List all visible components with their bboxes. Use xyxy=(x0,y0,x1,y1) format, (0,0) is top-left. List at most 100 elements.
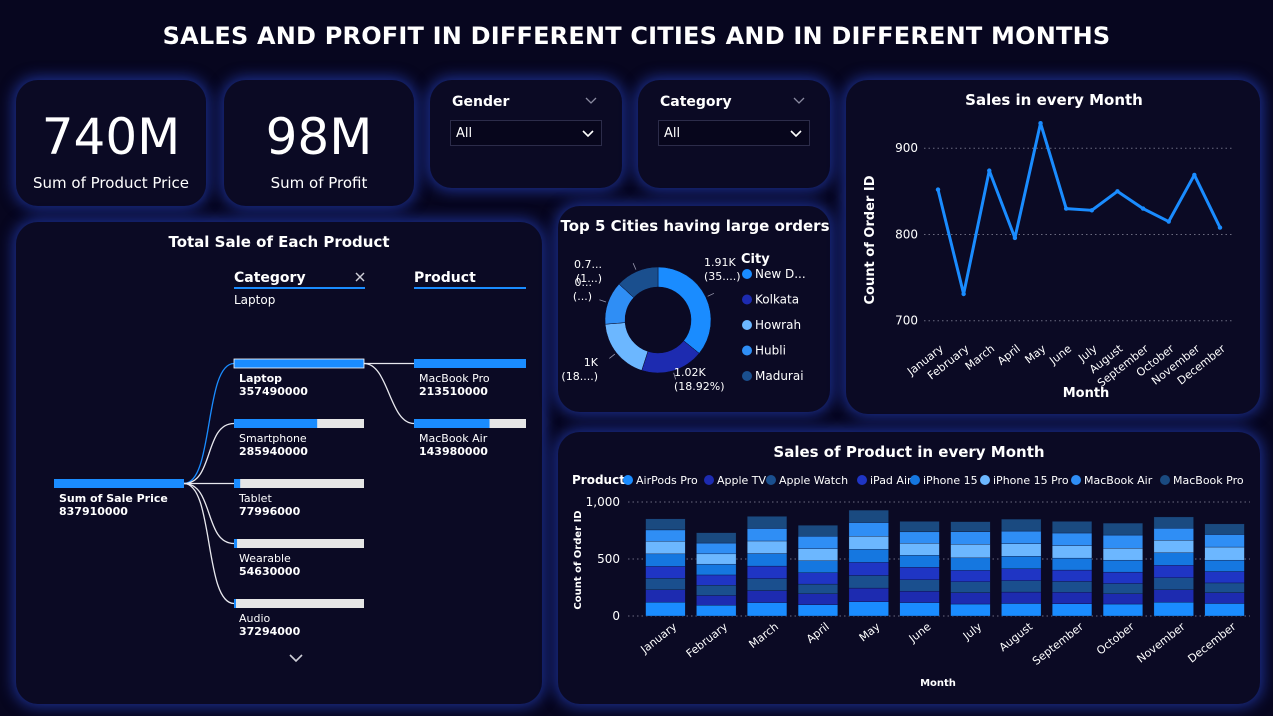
bar-segment[interactable] xyxy=(1102,522,1143,536)
bar-segment[interactable] xyxy=(950,521,991,532)
bar-segment[interactable] xyxy=(848,601,889,617)
category-dropdown[interactable]: All xyxy=(658,120,810,146)
bar-segment[interactable] xyxy=(899,555,940,568)
bar-segment[interactable] xyxy=(899,590,940,603)
bar-segment[interactable] xyxy=(645,529,686,542)
bar-segment[interactable] xyxy=(797,536,838,549)
bar-segment[interactable] xyxy=(1102,571,1143,584)
bar-segment[interactable] xyxy=(747,553,788,567)
legend-item[interactable]: MacBook Air xyxy=(1071,474,1153,487)
bar-segment[interactable] xyxy=(645,566,686,579)
bar-segment[interactable] xyxy=(950,570,991,582)
data-point[interactable] xyxy=(1063,206,1069,211)
bar-segment[interactable] xyxy=(747,590,788,603)
bar-segment[interactable] xyxy=(848,562,889,576)
bar-segment[interactable] xyxy=(899,531,940,544)
legend-item[interactable]: iPhone 15 xyxy=(910,474,978,487)
close-icon[interactable] xyxy=(355,272,365,282)
bar-segment[interactable] xyxy=(797,548,838,561)
bar-segment[interactable] xyxy=(1204,603,1245,617)
bar-stack[interactable] xyxy=(645,518,686,617)
data-point[interactable] xyxy=(1166,219,1171,224)
bar-segment[interactable] xyxy=(899,543,940,556)
gender-dropdown[interactable]: All xyxy=(450,120,602,146)
bar-segment[interactable] xyxy=(1052,557,1093,571)
bar-segment[interactable] xyxy=(1204,534,1245,548)
bar-segment[interactable] xyxy=(950,581,991,593)
bar-segment[interactable] xyxy=(1052,592,1093,604)
bar-segment[interactable] xyxy=(747,540,788,554)
legend-item[interactable]: Apple TV xyxy=(704,474,767,487)
bar-segment[interactable] xyxy=(848,536,889,550)
legend-item[interactable]: iPad Air xyxy=(857,474,912,487)
bar-segment[interactable] xyxy=(797,583,838,594)
bar-segment[interactable] xyxy=(1001,591,1042,604)
data-point[interactable] xyxy=(1012,235,1018,241)
chevron-down-icon[interactable] xyxy=(584,94,598,108)
bar-segment[interactable] xyxy=(1001,568,1042,581)
legend-item[interactable]: Howrah xyxy=(742,318,801,332)
bar-stack[interactable] xyxy=(848,509,889,617)
bar-segment[interactable] xyxy=(645,578,686,590)
bar-segment[interactable] xyxy=(1001,556,1042,569)
bar-segment[interactable] xyxy=(950,544,991,559)
bar-stack[interactable] xyxy=(1001,518,1042,617)
bar-stack[interactable] xyxy=(899,521,940,617)
legend-item[interactable]: Apple Watch xyxy=(766,474,848,487)
bar-segment[interactable] xyxy=(950,603,991,617)
bar-segment[interactable] xyxy=(1204,546,1245,561)
bar-segment[interactable] xyxy=(1052,569,1093,582)
bar-stack[interactable] xyxy=(1052,521,1093,617)
bar-segment[interactable] xyxy=(1102,593,1143,605)
legend-item[interactable]: Kolkata xyxy=(742,293,799,307)
bar-segment[interactable] xyxy=(1052,581,1093,593)
bar-segment[interactable] xyxy=(797,604,838,617)
bar-segment[interactable] xyxy=(848,587,889,602)
bar-segment[interactable] xyxy=(696,563,737,576)
bar-segment[interactable] xyxy=(1102,583,1143,594)
bar-segment[interactable] xyxy=(848,549,889,563)
bar-segment[interactable] xyxy=(1204,592,1245,604)
bar-segment[interactable] xyxy=(1153,565,1194,578)
donut-slice[interactable] xyxy=(618,266,659,298)
bar-stack[interactable] xyxy=(950,521,991,617)
bar-segment[interactable] xyxy=(696,553,737,565)
bar-segment[interactable] xyxy=(1102,534,1143,549)
bar-segment[interactable] xyxy=(848,509,889,523)
bar-segment[interactable] xyxy=(1153,552,1194,566)
legend-item[interactable]: iPhone 15 Pro xyxy=(980,474,1069,487)
bar-segment[interactable] xyxy=(1204,523,1245,535)
bar-segment[interactable] xyxy=(1001,530,1042,544)
bar-segment[interactable] xyxy=(747,528,788,542)
bar-segment[interactable] xyxy=(1001,603,1042,617)
bar-segment[interactable] xyxy=(848,575,889,589)
bar-segment[interactable] xyxy=(747,516,788,529)
bar-segment[interactable] xyxy=(1204,559,1245,572)
bar-stack[interactable] xyxy=(1153,516,1194,617)
bar-segment[interactable] xyxy=(1153,528,1194,541)
bar-segment[interactable] xyxy=(1001,580,1042,593)
bar-segment[interactable] xyxy=(1102,559,1143,573)
bar-stack[interactable] xyxy=(1102,522,1143,617)
bar-segment[interactable] xyxy=(899,579,940,592)
data-point[interactable] xyxy=(1038,120,1043,126)
bar-segment[interactable] xyxy=(696,542,737,555)
data-point[interactable] xyxy=(1140,206,1146,211)
donut-slice[interactable] xyxy=(604,322,649,371)
bar-stack[interactable] xyxy=(1204,523,1245,617)
bar-segment[interactable] xyxy=(645,589,686,603)
bar-segment[interactable] xyxy=(696,532,737,544)
bar-segment[interactable] xyxy=(899,602,940,617)
data-point[interactable] xyxy=(987,168,992,173)
bar-segment[interactable] xyxy=(1153,577,1194,590)
bar-segment[interactable] xyxy=(797,572,838,585)
bar-segment[interactable] xyxy=(1001,518,1042,532)
chevron-down-icon[interactable] xyxy=(581,127,595,141)
data-point[interactable] xyxy=(1217,225,1223,230)
data-point[interactable] xyxy=(1192,172,1197,178)
bar-stack[interactable] xyxy=(747,516,788,617)
bar-segment[interactable] xyxy=(696,574,737,586)
bar-segment[interactable] xyxy=(1204,571,1245,584)
